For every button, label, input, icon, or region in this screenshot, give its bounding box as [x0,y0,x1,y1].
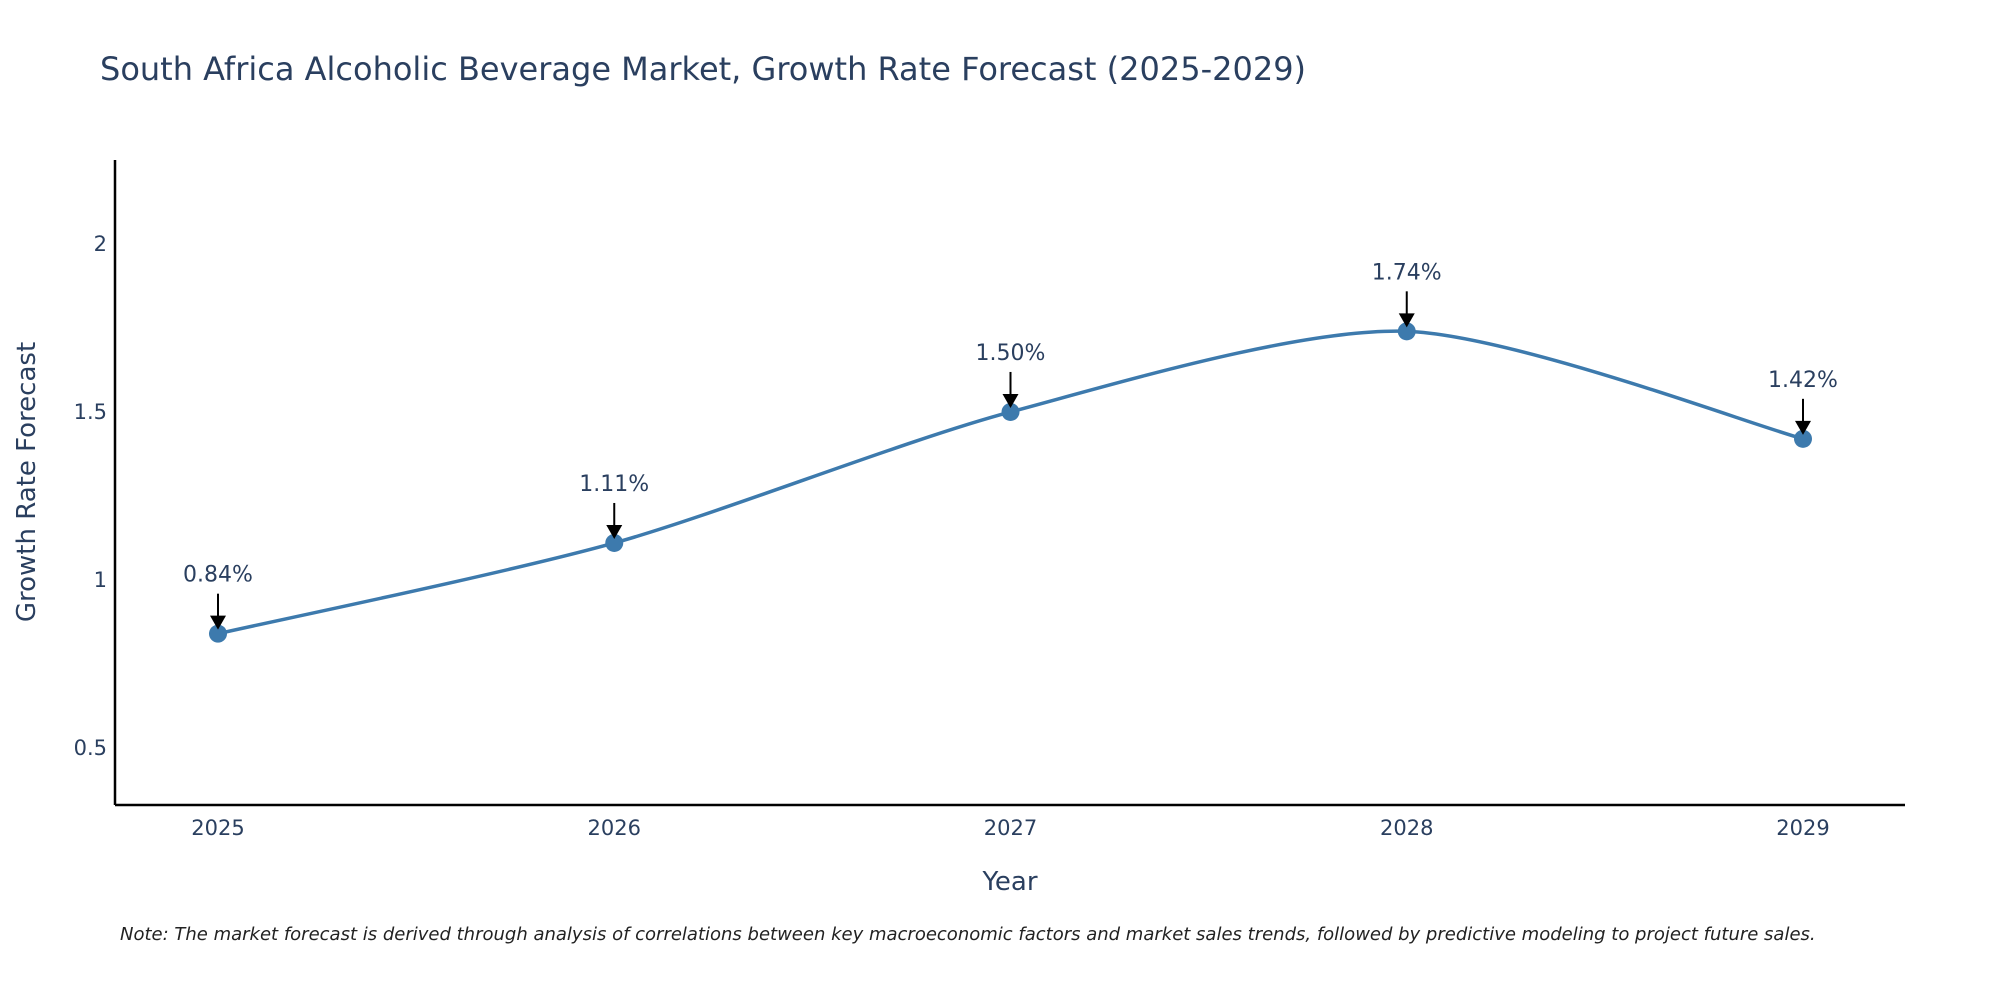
data-point [1397,322,1416,341]
data-label: 1.74% [1372,260,1442,285]
annotation-arrowhead [606,524,623,539]
annotation-arrowhead [1795,420,1811,435]
data-point [1794,429,1812,448]
y-axis-title: Growth Rate Forecast [12,342,42,622]
data-label: 0.84% [183,563,253,588]
data-label: 1.11% [579,472,649,497]
y-tick-label: 1.5 [74,400,107,424]
x-tick-label: 2026 [588,816,641,840]
data-label: 1.50% [976,341,1046,366]
data-label: 1.42% [1768,368,1838,393]
annotation-arrowhead [1002,393,1019,408]
series-labels: 0.84% 1.11% 1.50% 1.74% 1.42% [183,260,1838,630]
x-axis-title: Year [981,867,1037,897]
data-point [209,624,227,643]
y-tick-label: 0.5 [74,736,107,760]
x-tick-label: 2029 [1776,816,1829,840]
data-point [605,533,624,552]
chart-title: South Africa Alcoholic Beverage Market, … [100,50,1306,88]
x-tick-label: 2028 [1380,816,1433,840]
y-tick-label: 1 [94,568,107,592]
y-tick-labels: 0.5 1 1.5 2 [74,232,107,760]
y-tick-label: 2 [94,232,107,256]
annotation-arrowhead [1398,313,1415,328]
chart-note: Note: The market forecast is derived thr… [120,924,1816,945]
series-points [209,322,1812,643]
x-tick-label: 2027 [984,816,1037,840]
data-point [1001,402,1020,421]
annotation-arrowhead [210,615,226,630]
x-tick-label: 2025 [191,816,244,840]
x-tick-labels: 2025 2026 2027 2028 2029 [191,816,1829,840]
